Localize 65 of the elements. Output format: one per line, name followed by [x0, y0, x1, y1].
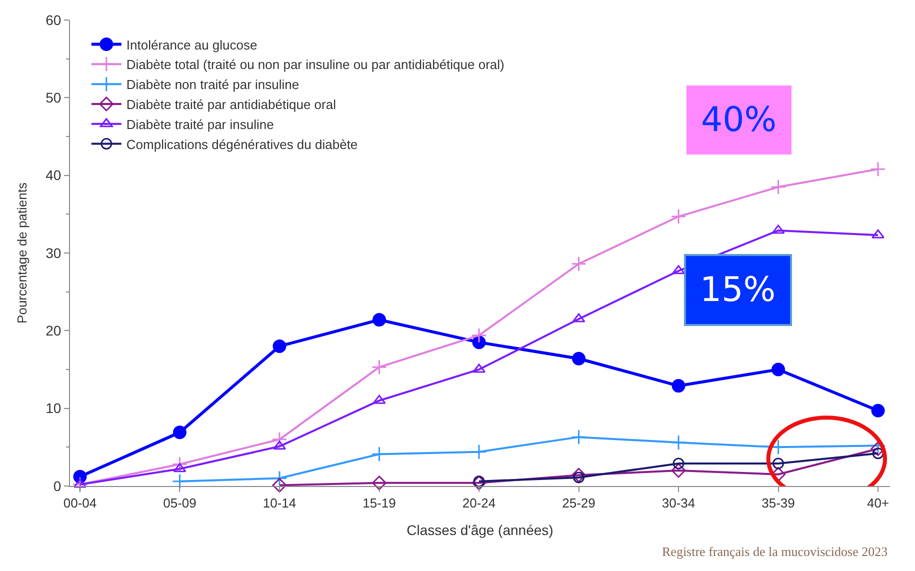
point [372, 359, 387, 375]
point [172, 456, 188, 472]
legend-label: Diabète total (traité ou non par insuline ou par antidiabétique oral) [126, 57, 504, 72]
y-tick-label: 10 [46, 400, 62, 416]
point [870, 161, 886, 177]
point [471, 328, 487, 344]
y-tick-label: 0 [53, 478, 62, 494]
x-tick-label: 35-39 [762, 496, 795, 511]
point [372, 394, 386, 404]
y-axis-title: Pourcentage de patients [14, 182, 30, 324]
point [871, 404, 885, 418]
point [672, 265, 686, 274]
x-tick-label: 05-09 [163, 496, 196, 511]
point [672, 379, 686, 393]
point [670, 208, 686, 224]
point [472, 336, 486, 350]
legend-label: Diabète traité par insuline [126, 116, 274, 132]
y-tick-label: 40 [46, 167, 62, 184]
point [772, 458, 784, 470]
legend-label: Complications dégénératives du diabète [126, 136, 358, 152]
legend-label: Diabète non traité par insuline [126, 77, 300, 92]
point [172, 474, 188, 490]
point [872, 229, 885, 238]
point [671, 463, 686, 478]
point [471, 444, 487, 460]
x-axis-title: Classes d'âge (années) [406, 522, 554, 538]
x-tick-label: 20-24 [462, 496, 496, 511]
point [573, 472, 585, 484]
point [571, 429, 587, 445]
x-tick-label: 30-34 [662, 496, 696, 511]
point [672, 458, 684, 470]
point [73, 478, 86, 488]
x-tick-label: 00-04 [63, 496, 97, 511]
point [770, 179, 786, 195]
point [372, 313, 386, 327]
annotation: 15% [700, 270, 776, 310]
legend-label: Intolérance au glucose [126, 37, 258, 52]
point [272, 478, 287, 492]
point [173, 463, 186, 472]
x-tick-label: 25-29 [562, 496, 596, 511]
point [571, 256, 587, 272]
point [772, 224, 785, 234]
point [473, 476, 485, 488]
point [172, 426, 186, 440]
y-tick-label: 60 [46, 12, 62, 28]
point [472, 476, 486, 490]
x-tick-label: 15-19 [362, 496, 396, 511]
point [670, 434, 686, 450]
point [272, 339, 286, 353]
point [572, 313, 586, 322]
x-tick-label: 10-14 [262, 496, 296, 511]
point [572, 352, 586, 366]
legend-label: Diabète traité par antidiabétique oral [126, 97, 336, 112]
y-tick-label: 30 [46, 244, 62, 261]
point [272, 432, 288, 448]
x-tick-label: 40+ [867, 496, 890, 511]
text: Registre français de la mucoviscidose 2023 [662, 544, 888, 559]
y-tick-label: 50 [46, 90, 62, 106]
y-tick-label: 20 [46, 322, 62, 339]
point [772, 362, 786, 376]
point [72, 476, 88, 492]
annotation: 40% [701, 100, 777, 140]
point [372, 476, 386, 490]
point [872, 448, 884, 460]
point [572, 468, 586, 482]
